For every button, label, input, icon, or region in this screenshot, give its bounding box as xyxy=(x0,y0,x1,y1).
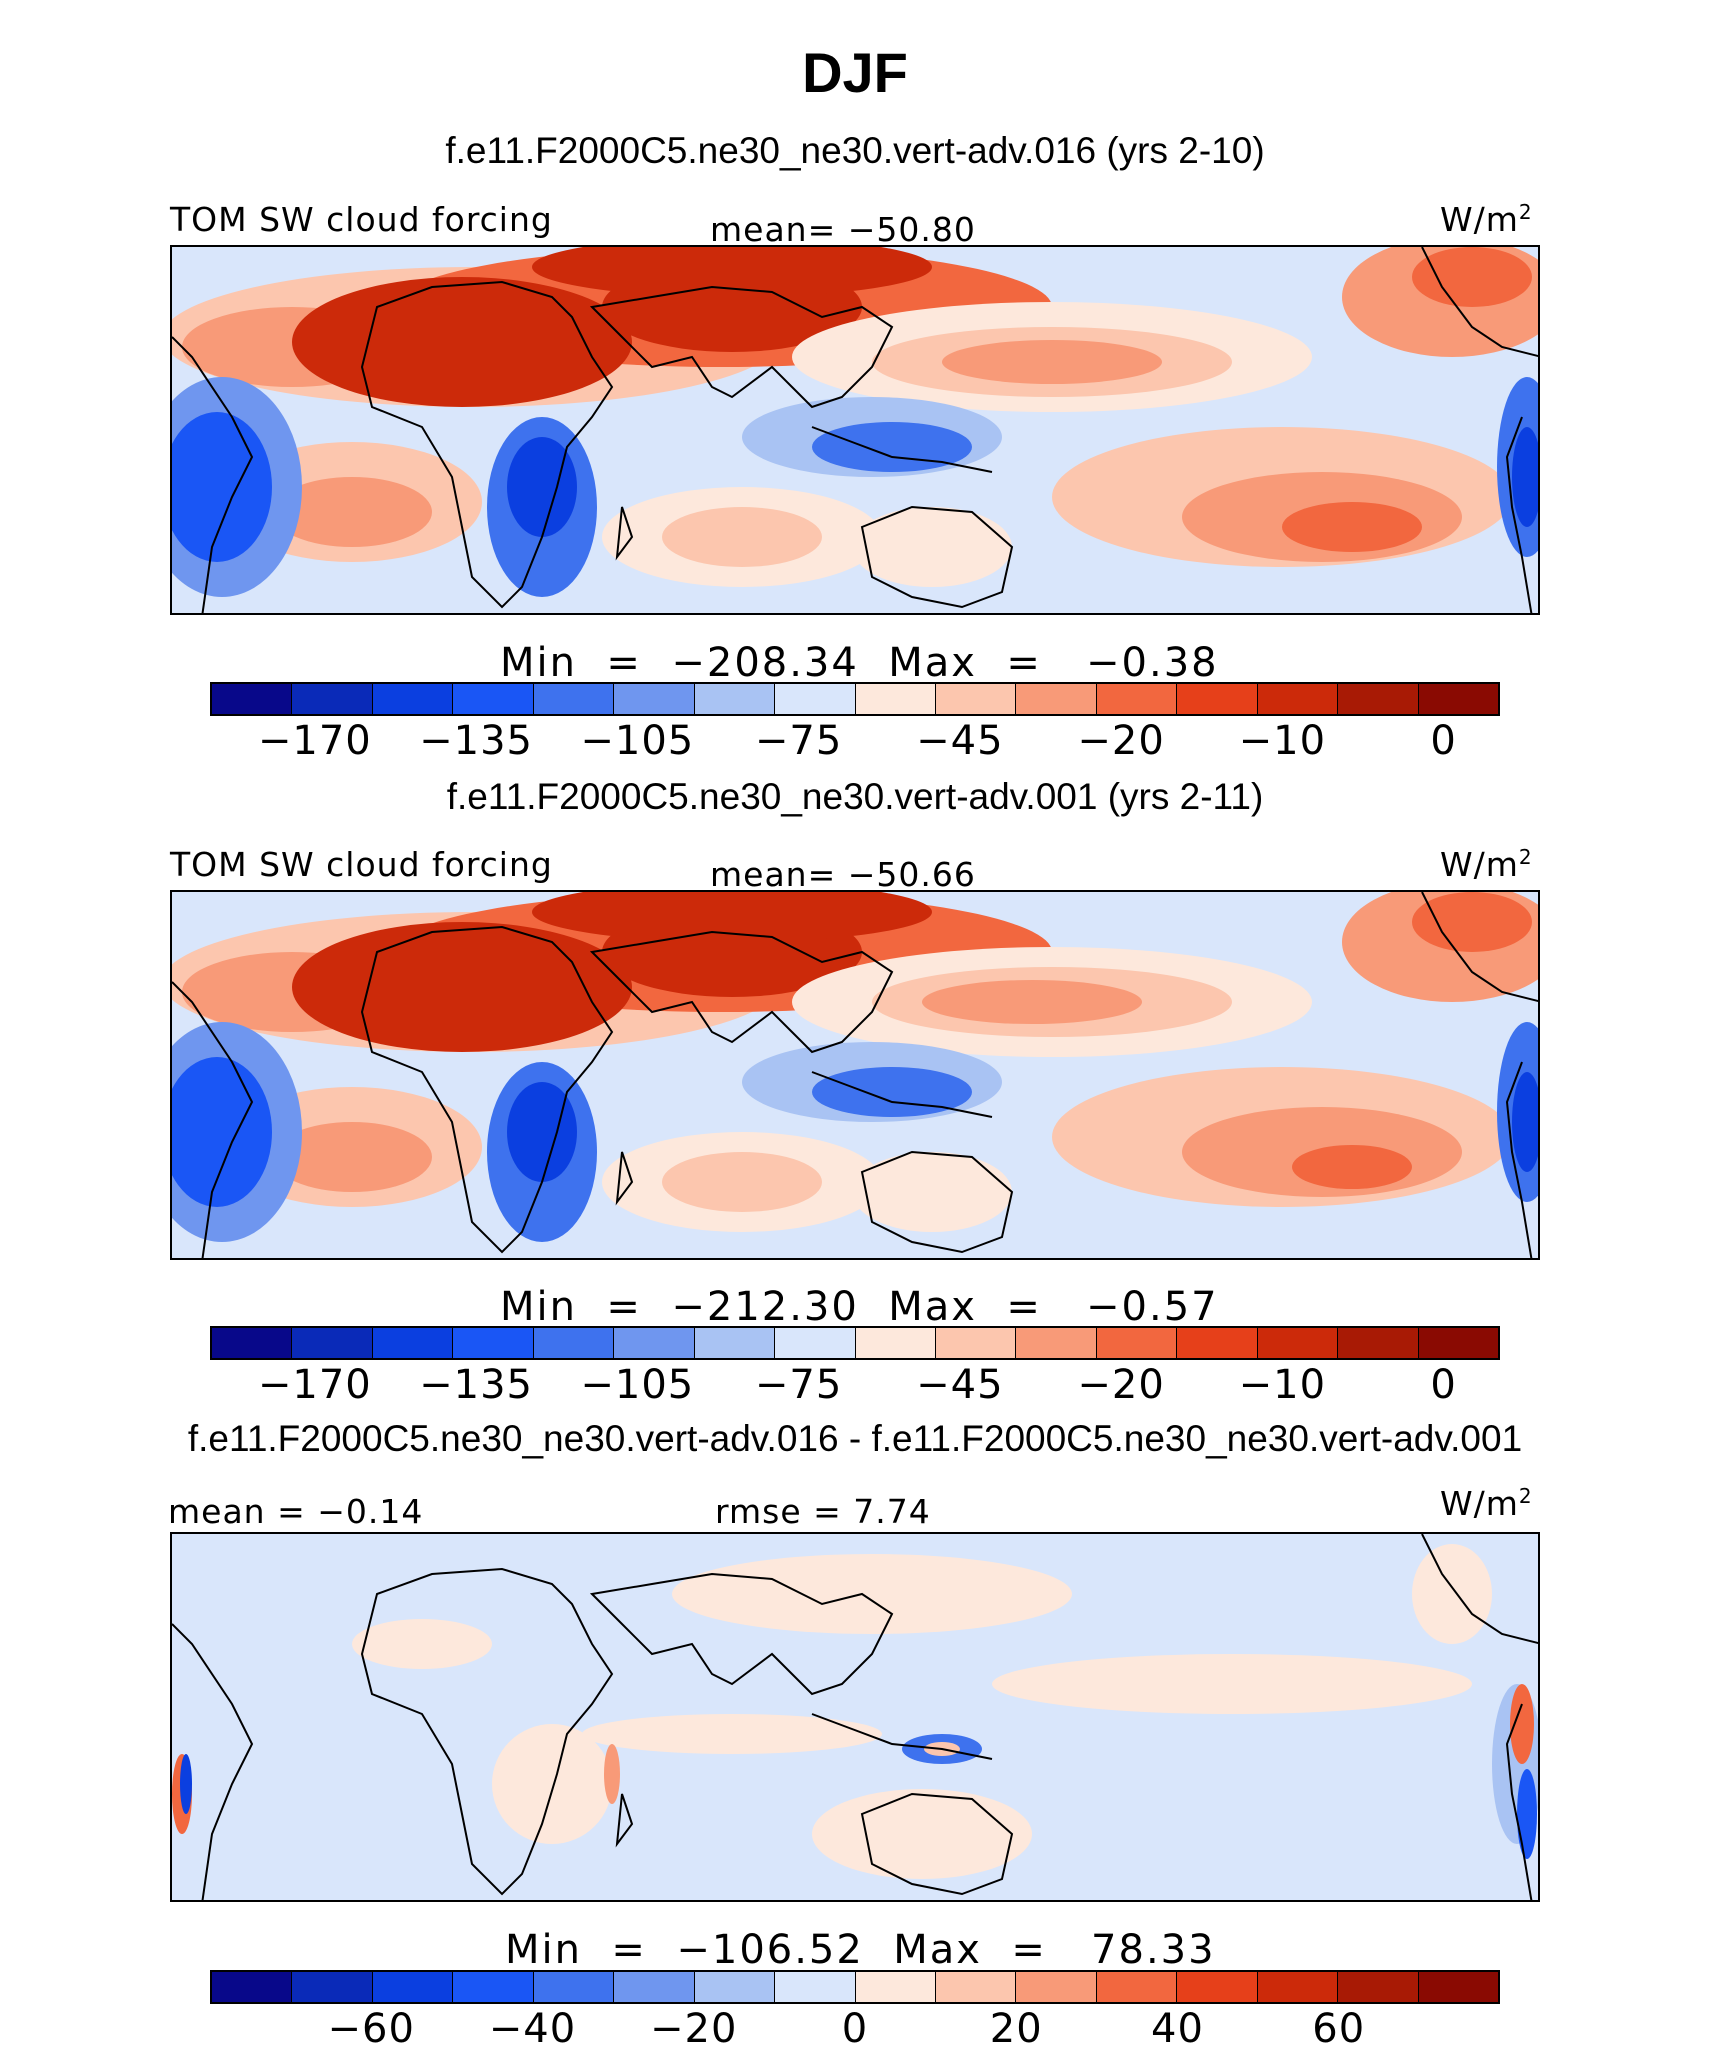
panel-1-mean-label: mean= −50.80 xyxy=(710,210,976,249)
colorbar-tick-label: −40 xyxy=(488,2006,577,2052)
colorbar-cell xyxy=(453,684,534,714)
colorbar-cell xyxy=(935,1972,1017,2002)
colorbar-tick-label: −45 xyxy=(916,718,1004,764)
panel-2-map xyxy=(170,890,1540,1260)
colorbar-cell xyxy=(292,1972,373,2002)
colorbar-cell xyxy=(935,684,1017,714)
colorbar-cell xyxy=(694,684,776,714)
colorbar-cell xyxy=(855,1328,936,1358)
colorbar-cell xyxy=(775,684,856,714)
colorbar-cell xyxy=(212,684,293,714)
colorbar-tick-label: −10 xyxy=(1238,718,1327,764)
colorbar-cell xyxy=(775,1972,856,2002)
colorbar-cell xyxy=(1338,1328,1419,1358)
panel-1-unit-label: W/m2 xyxy=(1440,200,1533,239)
colorbar-cell xyxy=(694,1972,776,2002)
colorbar-tick-label: 0 xyxy=(1430,1362,1457,1408)
panel-2-case-title: f.e11.F2000C5.ne30_ne30.vert-adv.001 (yr… xyxy=(446,776,1264,817)
panel-1-map xyxy=(170,245,1540,615)
panel-3-unit-label: W/m2 xyxy=(1440,1484,1533,1523)
colorbar-cell xyxy=(1096,684,1178,714)
colorbar-cell xyxy=(292,684,373,714)
colorbar-tick-label: −135 xyxy=(419,718,533,764)
colorbar-cell xyxy=(1418,1972,1498,2002)
colorbar-cell xyxy=(372,684,454,714)
colorbar-cell xyxy=(1016,1328,1097,1358)
panel-3-rmse-label: rmse = 7.74 xyxy=(715,1492,931,1531)
colorbar-tick-label: −20 xyxy=(1077,718,1165,764)
colorbar-tick-label: 0 xyxy=(1430,718,1457,764)
colorbar-cell xyxy=(1418,1328,1498,1358)
colorbar-cell xyxy=(453,1972,534,2002)
colorbar-tick-label: 0 xyxy=(841,2006,869,2052)
colorbar-cell xyxy=(614,1328,695,1358)
colorbar-cell xyxy=(775,1328,856,1358)
colorbar-cell xyxy=(855,1972,936,2002)
panel-1-min-max: Min = −208.34 Max = −0.38 xyxy=(500,640,1219,686)
colorbar-cell xyxy=(292,1328,373,1358)
panel-1-colorbar xyxy=(210,682,1500,716)
panel-2-mean-label: mean= −50.66 xyxy=(710,855,976,894)
colorbar-cell xyxy=(533,684,615,714)
colorbar-tick-label: −135 xyxy=(419,1362,533,1408)
colorbar-tick-label: −10 xyxy=(1238,1362,1327,1408)
colorbar-tick-label: −75 xyxy=(754,718,843,764)
panel-3-colorbar xyxy=(210,1970,1500,2004)
colorbar-cell xyxy=(1177,684,1258,714)
panel-3-map xyxy=(170,1532,1540,1902)
colorbar-cell xyxy=(1338,1972,1419,2002)
colorbar-tick-label: −105 xyxy=(580,1362,695,1408)
colorbar-cell xyxy=(1257,1972,1339,2002)
colorbar-cell xyxy=(1096,1972,1178,2002)
panel-3-case-title: f.e11.F2000C5.ne30_ne30.vert-adv.016 - f… xyxy=(187,1418,1523,1459)
colorbar-tick-label: 20 xyxy=(989,2006,1043,2052)
colorbar-cell xyxy=(212,1972,293,2002)
colorbar-tick-label: −60 xyxy=(327,2006,415,2052)
colorbar-cell xyxy=(533,1972,615,2002)
colorbar-tick-label: 40 xyxy=(1151,2006,1204,2052)
colorbar-cell xyxy=(1257,1328,1339,1358)
panel-2-min-max: Min = −212.30 Max = −0.57 xyxy=(500,1284,1219,1330)
colorbar-tick-label: −20 xyxy=(650,2006,738,2052)
panel-1-case-title: f.e11.F2000C5.ne30_ne30.vert-adv.016 (yr… xyxy=(445,130,1265,171)
colorbar-tick-label: 60 xyxy=(1312,2006,1366,2052)
colorbar-cell xyxy=(614,684,695,714)
panel-1-variable-label: TOM SW cloud forcing xyxy=(170,200,553,239)
panel-3-min-max: Min = −106.52 Max = 78.33 xyxy=(505,1927,1216,1973)
colorbar-cell xyxy=(935,1328,1017,1358)
panel-2-colorbar xyxy=(210,1326,1500,1360)
colorbar-cell xyxy=(533,1328,615,1358)
colorbar-cell xyxy=(372,1328,454,1358)
colorbar-tick-label: −45 xyxy=(916,1362,1004,1408)
colorbar-cell xyxy=(372,1972,454,2002)
colorbar-tick-label: −170 xyxy=(257,1362,372,1408)
colorbar-tick-label: −75 xyxy=(754,1362,843,1408)
colorbar-tick-label: −105 xyxy=(580,718,695,764)
colorbar-cell xyxy=(1177,1328,1258,1358)
main-title: DJF xyxy=(802,41,908,104)
colorbar-cell xyxy=(1257,684,1339,714)
colorbar-cell xyxy=(1338,684,1419,714)
colorbar-cell xyxy=(855,684,936,714)
colorbar-cell xyxy=(212,1328,293,1358)
colorbar-cell xyxy=(694,1328,776,1358)
colorbar-cell xyxy=(1096,1328,1178,1358)
colorbar-cell xyxy=(1418,684,1498,714)
colorbar-tick-label: −170 xyxy=(257,718,372,764)
colorbar-cell xyxy=(453,1328,534,1358)
colorbar-cell xyxy=(1016,684,1097,714)
panel-2-variable-label: TOM SW cloud forcing xyxy=(170,845,553,884)
colorbar-cell xyxy=(1016,1972,1097,2002)
panel-2-unit-label: W/m2 xyxy=(1440,845,1533,884)
colorbar-tick-label: −20 xyxy=(1077,1362,1165,1408)
colorbar-cell xyxy=(614,1972,695,2002)
panel-3-mean-label: mean = −0.14 xyxy=(168,1492,424,1531)
colorbar-cell xyxy=(1177,1972,1258,2002)
